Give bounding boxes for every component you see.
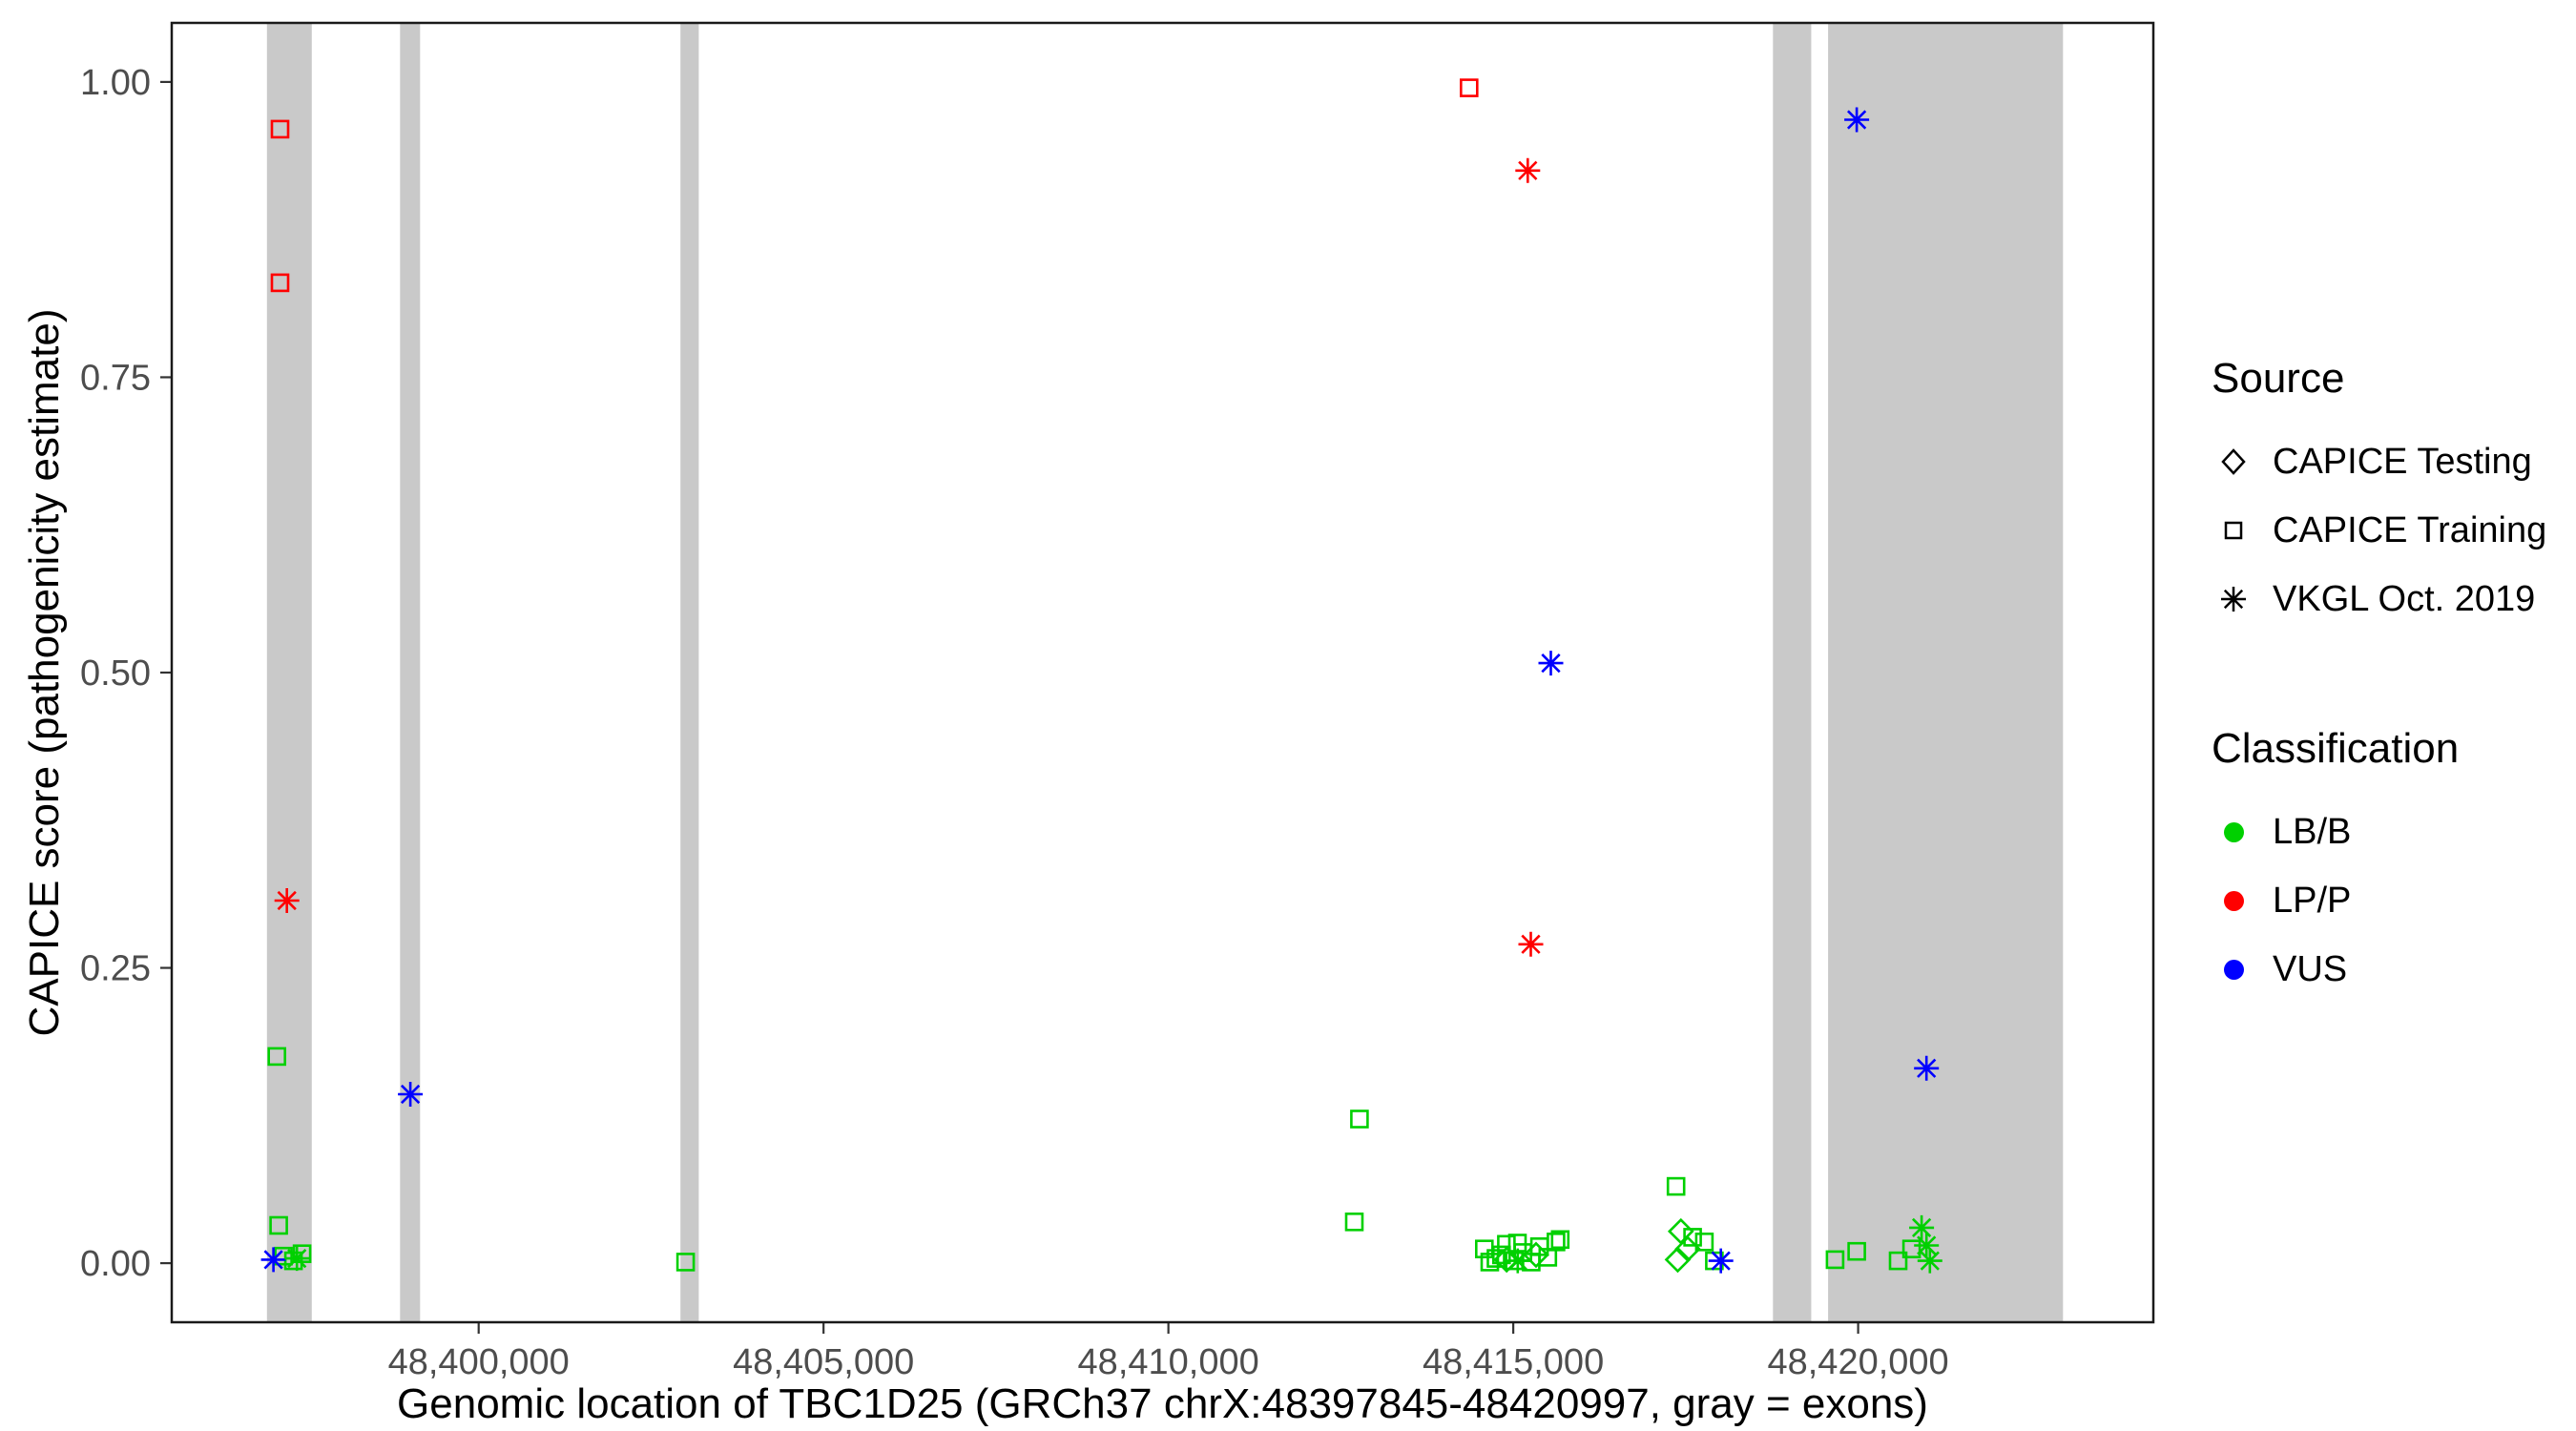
- x-tick-label: 48,420,000: [1767, 1342, 1948, 1382]
- data-point: [1492, 1245, 1511, 1265]
- data-point: [1538, 651, 1564, 676]
- exon-band: [400, 23, 421, 1322]
- data-point: [284, 1246, 310, 1272]
- y-tick-label: 0.25: [80, 949, 151, 989]
- legend-item-vus: VUS: [2212, 935, 2546, 1004]
- y-tick-label: 1.00: [80, 63, 151, 103]
- data-point: [1550, 1230, 1570, 1250]
- data-point: [270, 119, 290, 139]
- square-icon: [2212, 509, 2255, 551]
- legend-item-lbb: LB/B: [2212, 798, 2546, 866]
- legend-item-capice-testing: CAPICE Testing: [2212, 427, 2546, 496]
- data-point: [1486, 1249, 1506, 1268]
- data-point: [1515, 157, 1541, 183]
- x-tick-label: 48,400,000: [388, 1342, 570, 1382]
- legend-item-vkgl: VKGL Oct. 2019: [2212, 565, 2546, 633]
- asterisk-icon: [2212, 578, 2255, 620]
- data-point: [267, 1047, 287, 1067]
- data-point: [1505, 1248, 1530, 1274]
- data-point: [1917, 1248, 1942, 1274]
- data-point: [260, 1247, 286, 1273]
- vus-dot-icon: [2223, 959, 2244, 980]
- data-point: [1914, 1055, 1940, 1081]
- legend-item-label: CAPICE Testing: [2273, 441, 2532, 482]
- legend-source-group: Source CAPICE Testing CAPICE Training VK…: [2212, 355, 2546, 633]
- panel-border: [170, 21, 2155, 1324]
- exon-band: [1828, 23, 2064, 1322]
- legend-source-title: Source: [2212, 355, 2345, 402]
- legend-classification-group: Classification LB/B LP/P VUS: [2212, 725, 2546, 1004]
- x-tick-label: 48,410,000: [1078, 1342, 1259, 1382]
- legend-item-label: VKGL Oct. 2019: [2273, 578, 2536, 619]
- data-point: [270, 273, 290, 293]
- data-point: [1888, 1251, 1908, 1271]
- legend-item-label: LB/B: [2273, 811, 2352, 852]
- legend-item-label: CAPICE Training: [2273, 509, 2547, 550]
- data-point: [1909, 1214, 1935, 1240]
- data-point: [1914, 1233, 1940, 1258]
- data-point: [1344, 1213, 1364, 1232]
- diamond-icon: [2212, 441, 2255, 483]
- data-point: [1683, 1228, 1702, 1247]
- lbb-dot-icon: [2223, 821, 2244, 842]
- data-point: [1350, 1110, 1369, 1129]
- x-tick-label: 48,415,000: [1423, 1342, 1604, 1382]
- data-point: [1901, 1239, 1922, 1258]
- data-point: [1694, 1233, 1714, 1252]
- legend-item-label: LP/P: [2273, 880, 2352, 921]
- y-tick-label: 0.00: [80, 1244, 151, 1284]
- x-tick-label: 48,405,000: [733, 1342, 914, 1382]
- legend: Source CAPICE Testing CAPICE Training VK…: [2212, 355, 2546, 1004]
- exon-band: [1773, 23, 1812, 1322]
- data-point: [1666, 1176, 1686, 1196]
- y-tick-label: 0.50: [80, 653, 151, 694]
- data-point: [274, 888, 300, 913]
- data-point: [398, 1082, 424, 1107]
- x-axis-title: Genomic location of TBC1D25 (GRCh37 chrX…: [397, 1380, 1928, 1427]
- data-point: [1825, 1250, 1845, 1270]
- exon-band: [680, 23, 699, 1322]
- legend-item-label: VUS: [2273, 948, 2348, 989]
- y-tick-label: 0.75: [80, 358, 151, 398]
- legend-classification-title: Classification: [2212, 725, 2460, 772]
- data-point: [1518, 931, 1544, 957]
- data-point: [1708, 1248, 1734, 1274]
- legend-item-lpp: LP/P: [2212, 866, 2546, 935]
- exon-band: [266, 23, 312, 1322]
- legend-item-capice-training: CAPICE Training: [2212, 496, 2546, 565]
- data-point: [675, 1253, 696, 1272]
- data-point: [1523, 1241, 1549, 1269]
- data-point: [1460, 78, 1479, 97]
- data-point: [269, 1215, 288, 1235]
- y-axis-title: CAPICE score (pathogenicity estimate): [21, 308, 68, 1037]
- lpp-dot-icon: [2223, 890, 2244, 911]
- data-point: [1844, 107, 1870, 133]
- data-point: [1664, 1246, 1692, 1274]
- data-point: [1547, 1233, 1566, 1252]
- data-point: [1847, 1241, 1866, 1261]
